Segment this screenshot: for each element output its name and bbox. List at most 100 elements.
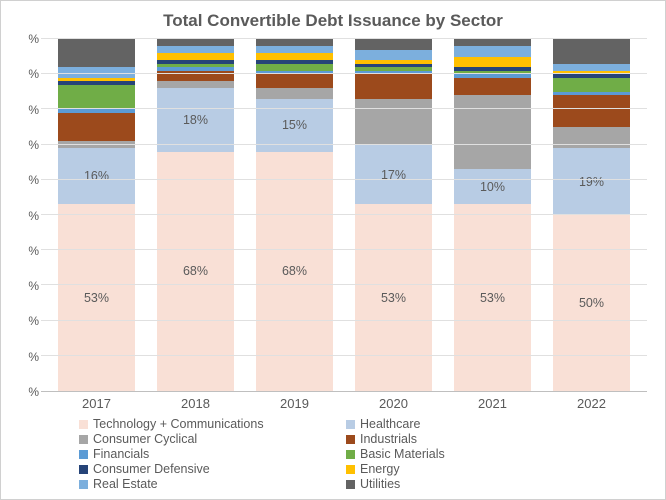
legend-label: Industrials: [360, 432, 417, 446]
x-tick-label: 2018: [146, 396, 245, 411]
bar-segment-healthcare: 16%: [58, 148, 135, 204]
bar: 53%17%: [355, 39, 432, 391]
bar-segment-utilities: [454, 39, 531, 46]
legend-swatch: [79, 450, 88, 459]
y-tick-label: %: [28, 279, 39, 293]
grid-line: [41, 73, 647, 74]
bar-segment-consumer_cyclical: [256, 88, 333, 99]
bar: 53% 10%: [454, 39, 531, 391]
bar-segment-industrials: [454, 78, 531, 96]
legend-label: Real Estate: [93, 477, 158, 491]
bar-segment-energy: [157, 53, 234, 60]
legend-item-real_estate: Real Estate: [79, 477, 340, 491]
bar-segment-consumer_defensive: [58, 81, 135, 85]
y-tick-label: %: [28, 32, 39, 46]
bar-segment-utilities: [58, 39, 135, 67]
x-track: 201720182019202020212022: [41, 392, 647, 411]
bar-segment-financials: [553, 92, 630, 96]
y-tick-label: %: [28, 209, 39, 223]
x-tick-label: 2020: [344, 396, 443, 411]
bar-segment-industrials: [58, 113, 135, 141]
segment-value-label: 68%: [282, 264, 307, 278]
bar-segment-healthcare: 18%: [157, 88, 234, 151]
legend-swatch: [79, 480, 88, 489]
x-tick-label: 2019: [245, 396, 344, 411]
grid-line: [41, 355, 647, 356]
plot-area: 53%16%68%18%68%15%53%17%53%10%50%19%: [41, 39, 647, 392]
bar-slot: 53% 16%: [47, 39, 146, 391]
y-tick-label: %: [28, 385, 39, 399]
bar-segment-consumer_defensive: [355, 64, 432, 68]
legend-label: Technology + Communications: [93, 417, 264, 431]
x-tick-label: 2017: [47, 396, 146, 411]
y-tick-label: %: [28, 138, 39, 152]
bar-segment-basic_materials: [58, 85, 135, 110]
bar-segment-consumer_cyclical: [157, 81, 234, 88]
bar-segment-tech_comm: 53%: [355, 204, 432, 391]
grid-line: [41, 38, 647, 39]
bar-segment-tech_comm: 53%: [454, 204, 531, 391]
y-tick-label: %: [28, 173, 39, 187]
bar-segment-basic_materials: [256, 64, 333, 71]
grid-line: [41, 108, 647, 109]
segment-value-label: 50%: [579, 296, 604, 310]
grid-line: [41, 214, 647, 215]
legend-swatch: [346, 435, 355, 444]
legend-swatch: [346, 480, 355, 489]
bar-segment-consumer_defensive: [553, 74, 630, 78]
plot-row: %%%%%%%%%%% 53%16%68%18%68%15%53%17%53%1…: [19, 39, 647, 392]
legend-swatch: [79, 435, 88, 444]
bar-slot: 53%17%: [344, 39, 443, 391]
bar-segment-real_estate: [256, 46, 333, 53]
bar-segment-healthcare: 10%: [454, 169, 531, 204]
bar-segment-financials: [157, 67, 234, 71]
bar-segment-utilities: [256, 39, 333, 46]
grid-line: [41, 144, 647, 145]
legend-item-utilities: Utilities: [346, 477, 607, 491]
legend-item-energy: Energy: [346, 462, 607, 476]
bar-segment-tech_comm: 53%: [58, 204, 135, 391]
legend-item-tech_comm: Technology + Communications: [79, 417, 340, 431]
legend-label: Basic Materials: [360, 447, 445, 461]
bar-segment-consumer_defensive: [454, 67, 531, 71]
legend-swatch: [79, 465, 88, 474]
segment-value-label: 16%: [84, 169, 109, 183]
bar: 68% 15%: [256, 39, 333, 391]
legend-item-healthcare: Healthcare: [346, 417, 607, 431]
legend-label: Consumer Cyclical: [93, 432, 197, 446]
x-tick-label: 2022: [542, 396, 641, 411]
bar-segment-consumer_cyclical: [58, 141, 135, 148]
bar-segment-healthcare: 19%: [553, 148, 630, 215]
segment-value-label: 18%: [183, 113, 208, 127]
segment-value-label: 53%: [480, 291, 505, 305]
bars-container: 53%16%68%18%68%15%53%17%53%10%50%19%: [41, 39, 647, 391]
segment-value-label: 68%: [183, 264, 208, 278]
bar-segment-energy: [454, 57, 531, 68]
bar-segment-consumer_defensive: [256, 60, 333, 64]
bar-segment-consumer_defensive: [157, 60, 234, 64]
chart-title: Total Convertible Debt Issuance by Secto…: [19, 11, 647, 31]
bar-segment-utilities: [553, 39, 630, 64]
segment-value-label: 15%: [282, 118, 307, 132]
bar: 53% 16%: [58, 39, 135, 391]
bar-segment-consumer_cyclical: [355, 99, 432, 145]
legend-label: Energy: [360, 462, 400, 476]
legend: Technology + Communications Healthcare Con…: [19, 411, 647, 491]
legend-swatch: [346, 465, 355, 474]
bar-segment-real_estate: [454, 46, 531, 57]
grid-line: [41, 249, 647, 250]
bar-segment-basic_materials: [355, 67, 432, 71]
y-axis: %%%%%%%%%%%: [19, 39, 41, 392]
bar-segment-financials: [454, 74, 531, 78]
bar-segment-financials: [58, 109, 135, 113]
bar-segment-basic_materials: [553, 78, 630, 92]
legend-swatch: [346, 420, 355, 429]
bar-slot: 50% 19%: [542, 39, 641, 391]
bar-slot: 68% 15%: [245, 39, 344, 391]
bar-segment-industrials: [553, 95, 630, 127]
bar-segment-utilities: [157, 39, 234, 46]
legend-item-financials: Financials: [79, 447, 340, 461]
legend-swatch: [346, 450, 355, 459]
bar-segment-industrials: [355, 74, 432, 99]
bar-segment-energy: [355, 60, 432, 64]
